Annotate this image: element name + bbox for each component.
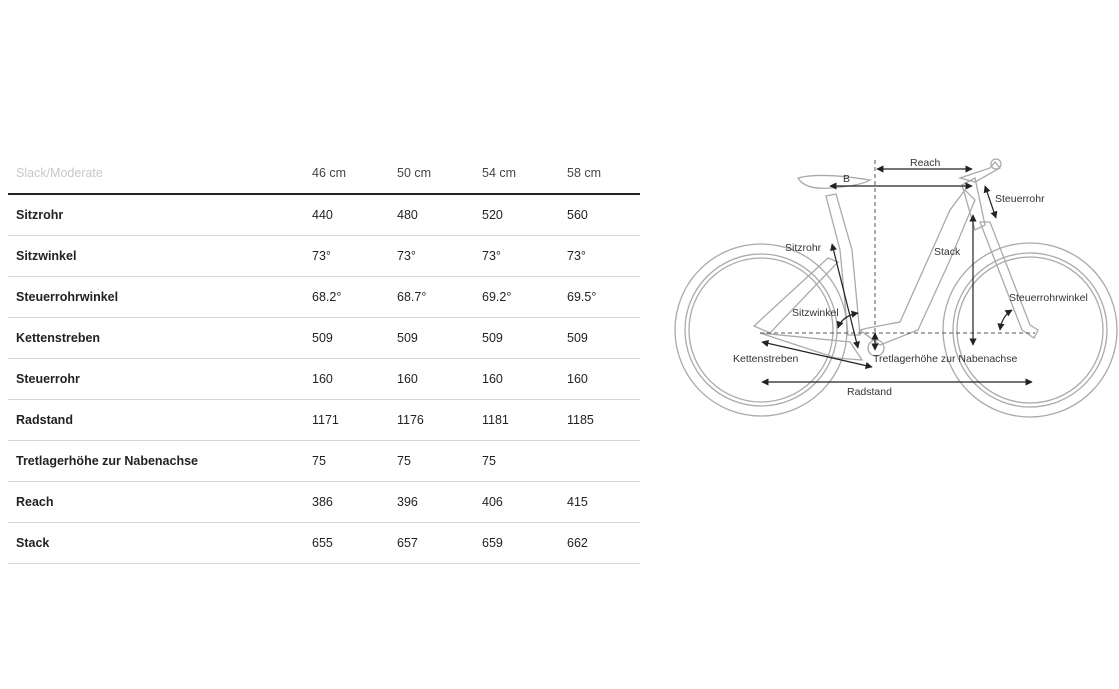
bike-drawing [674,158,1118,418]
sitzwinkel-arc [836,310,859,329]
front-wheel [942,242,1118,418]
steuerrohr-label: Steuerrohr [995,193,1045,205]
row-label: Steuerrohrwinkel [16,290,119,304]
row-value: 73° [482,249,501,263]
geometry-table: Slack/Moderate 46 cm 50 cm 54 cm 58 cm S… [8,153,640,564]
row-value: 1176 [397,413,424,427]
row-value: 662 [567,536,588,550]
row-value: 520 [482,208,503,222]
sitzwinkel-label: Sitzwinkel [792,307,839,319]
row-value: 160 [567,372,588,386]
row-value: 160 [482,372,503,386]
size-header: 58 cm [567,166,602,180]
row-value: 75 [312,454,326,468]
row-value: 69.5° [567,290,597,304]
row-value: 440 [312,208,333,222]
table-row: Steuerrohrwinkel 68.2° 68.7° 69.2° 69.5° [8,277,640,318]
size-header: 50 cm [397,166,432,180]
row-value: 1181 [482,413,509,427]
row-value: 73° [567,249,586,263]
row-value: 655 [312,536,333,550]
row-value: 73° [397,249,416,263]
kettenstreben-arrow [761,339,873,370]
row-value: 480 [397,208,418,222]
row-value: 415 [567,495,588,509]
row-label: Radstand [16,413,73,427]
table-header: Slack/Moderate 46 cm 50 cm 54 cm 58 cm [8,153,640,195]
b-label: B [843,173,850,185]
row-value: 509 [397,331,418,345]
steuerrohrwinkel-label: Steuerrohrwinkel [1009,292,1088,304]
row-value: 657 [397,536,418,550]
kettenstreben-label: Kettenstreben [733,353,799,365]
row-value: 160 [312,372,333,386]
row-label: Tretlagerhöhe zur Nabenachse [16,454,199,468]
row-label: Reach [16,495,54,509]
row-value: 68.7° [397,290,427,304]
sitzrohr-arrow [830,243,860,349]
tretlager-label: Tretlagerhöhe zur Nabenachse [873,353,1018,365]
sitzrohr-label: Sitzrohr [785,242,822,254]
row-value: 560 [567,208,588,222]
row-value: 659 [482,536,503,550]
row-label: Sitzrohr [16,208,64,222]
row-label: Sitzwinkel [16,249,77,263]
row-value: 509 [312,331,333,345]
rear-wheel [674,243,848,417]
row-value: 406 [482,495,503,509]
row-label: Kettenstreben [16,331,101,345]
row-value: 73° [312,249,331,263]
table-row: Sitzwinkel 73° 73° 73° 73° [8,236,640,277]
row-value: 1185 [567,413,594,427]
table-row: Tretlagerhöhe zur Nabenachse 75 75 75 [8,441,640,482]
stack-label: Stack [934,246,961,258]
size-header: 46 cm [312,166,347,180]
row-value: 68.2° [312,290,342,304]
table-row: Steuerrohr 160 160 160 160 [8,359,640,400]
row-value: 386 [312,495,333,509]
row-value: 509 [482,331,503,345]
row-value: 75 [397,454,411,468]
row-value: 69.2° [482,290,512,304]
table-row: Kettenstreben 509 509 509 509 [8,318,640,359]
table-row: Reach 386 396 406 415 [8,482,640,523]
row-label: Steuerrohr [16,372,80,386]
row-value: 1171 [312,413,339,427]
steuerrohrwinkel-arc [997,309,1013,331]
table-row: Stack 655 657 659 662 [8,523,640,564]
radstand-label: Radstand [847,386,892,398]
geometry-type-label: Slack/Moderate [16,166,103,180]
row-label: Stack [16,536,50,550]
row-value: 396 [397,495,418,509]
row-value: 509 [567,331,588,345]
reach-label: Reach [910,157,941,169]
table-row: Sitzrohr 440 480 520 560 [8,195,640,236]
row-value: 160 [397,372,418,386]
row-value: 75 [482,454,496,468]
steuerrohr-arrow [983,185,998,219]
table-row: Radstand 1171 1176 1181 1185 [8,400,640,441]
size-header: 54 cm [482,166,517,180]
